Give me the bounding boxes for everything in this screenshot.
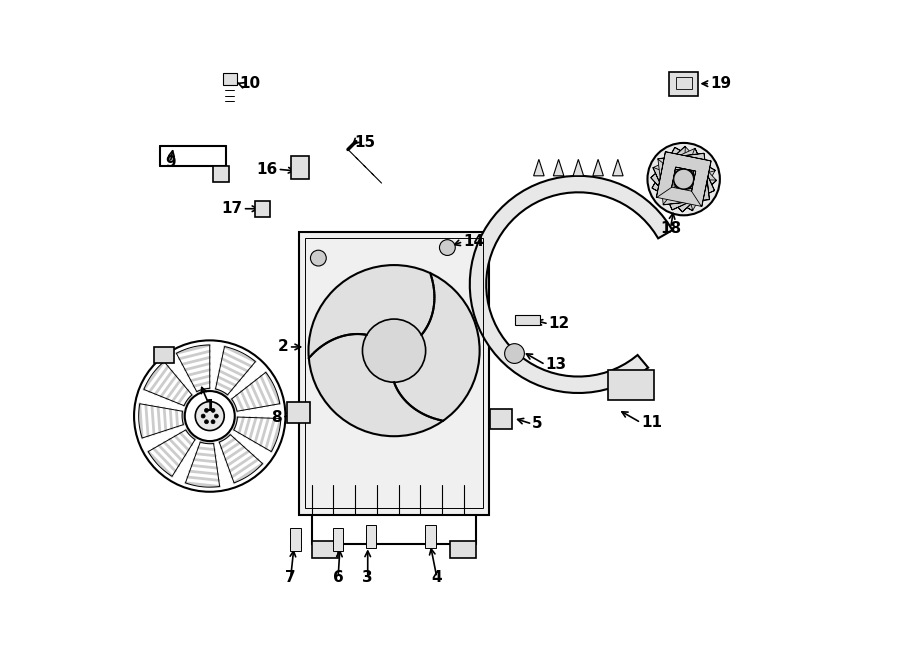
Text: 18: 18 [660, 221, 681, 236]
Text: 10: 10 [239, 76, 260, 91]
Circle shape [212, 408, 215, 412]
Circle shape [674, 169, 694, 189]
FancyBboxPatch shape [213, 166, 230, 182]
FancyBboxPatch shape [450, 541, 476, 558]
Circle shape [505, 344, 525, 364]
FancyBboxPatch shape [154, 347, 174, 364]
FancyBboxPatch shape [223, 73, 238, 85]
Circle shape [439, 240, 455, 255]
Text: 14: 14 [464, 234, 484, 249]
FancyBboxPatch shape [608, 370, 654, 400]
Text: 3: 3 [363, 570, 373, 585]
FancyBboxPatch shape [299, 232, 490, 515]
Text: 8: 8 [272, 410, 283, 425]
FancyBboxPatch shape [255, 201, 270, 217]
FancyBboxPatch shape [425, 525, 436, 548]
Circle shape [212, 420, 215, 424]
Polygon shape [534, 159, 544, 176]
Text: 15: 15 [355, 136, 375, 151]
Circle shape [202, 414, 205, 418]
Text: 9: 9 [165, 155, 176, 170]
Text: 7: 7 [285, 570, 296, 585]
FancyBboxPatch shape [291, 156, 309, 179]
Text: 12: 12 [549, 317, 570, 331]
FancyBboxPatch shape [491, 409, 512, 429]
Text: 16: 16 [256, 162, 277, 176]
FancyBboxPatch shape [670, 72, 698, 96]
Polygon shape [652, 148, 715, 210]
FancyBboxPatch shape [333, 528, 344, 551]
Circle shape [309, 265, 480, 436]
FancyBboxPatch shape [365, 525, 376, 548]
Polygon shape [658, 153, 709, 205]
FancyBboxPatch shape [290, 528, 301, 551]
Polygon shape [613, 159, 623, 176]
Text: 6: 6 [333, 570, 344, 585]
Circle shape [204, 420, 209, 424]
Polygon shape [554, 159, 564, 176]
Circle shape [204, 408, 209, 412]
FancyBboxPatch shape [515, 315, 539, 325]
Polygon shape [573, 159, 583, 176]
Text: 13: 13 [545, 357, 567, 372]
Circle shape [310, 251, 327, 266]
FancyBboxPatch shape [287, 402, 310, 422]
Polygon shape [470, 176, 672, 393]
FancyBboxPatch shape [311, 541, 338, 558]
Text: 5: 5 [532, 416, 543, 432]
Polygon shape [652, 147, 716, 211]
Text: 19: 19 [710, 76, 731, 91]
Polygon shape [593, 159, 603, 176]
Circle shape [647, 143, 720, 215]
Circle shape [214, 414, 219, 418]
Polygon shape [656, 151, 711, 207]
Polygon shape [651, 146, 716, 212]
Text: 17: 17 [221, 201, 243, 216]
Text: 4: 4 [431, 570, 442, 585]
Circle shape [363, 319, 426, 382]
Text: 2: 2 [278, 340, 289, 354]
Text: 11: 11 [641, 415, 662, 430]
Text: 1: 1 [204, 399, 215, 414]
Circle shape [195, 402, 224, 430]
